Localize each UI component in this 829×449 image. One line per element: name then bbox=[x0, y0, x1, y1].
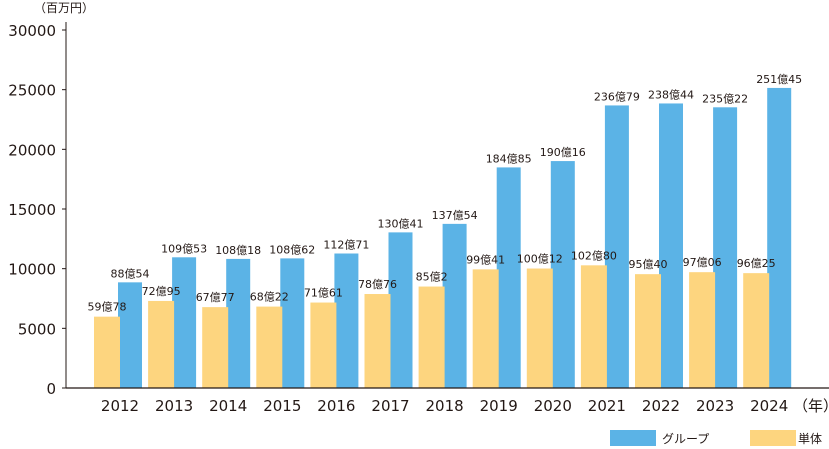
data-label-single-2024: 96億25 bbox=[737, 257, 776, 270]
bar-group-2016 bbox=[334, 253, 359, 388]
x-tick-label: 2015 bbox=[263, 397, 301, 415]
bar-single-2018 bbox=[418, 286, 445, 388]
data-label-single-2018: 85億2 bbox=[416, 271, 448, 284]
x-tick-label: 2022 bbox=[642, 397, 680, 415]
bar-group-2015 bbox=[280, 258, 305, 388]
bar-group-2013 bbox=[172, 257, 197, 388]
data-label-group-2023: 235億22 bbox=[702, 92, 748, 105]
x-tick-label: 2018 bbox=[426, 397, 464, 415]
legend-swatch-group bbox=[610, 430, 656, 446]
data-label-single-2019: 99億41 bbox=[466, 253, 505, 266]
y-tick-label: 5000 bbox=[18, 320, 56, 338]
legend-swatch-single bbox=[750, 430, 796, 446]
y-axis-ticks: 0 5000 10000 15000 20000 25000 30000 bbox=[8, 22, 66, 398]
bar-single-2021 bbox=[580, 265, 607, 388]
data-label-group-2015: 108億62 bbox=[269, 243, 315, 256]
bar-group-2019 bbox=[496, 167, 521, 388]
x-tick-label: 2019 bbox=[480, 397, 518, 415]
data-label-single-2023: 97億06 bbox=[683, 256, 722, 269]
bar-single-2019 bbox=[472, 269, 499, 388]
bar-group-2017 bbox=[388, 232, 413, 388]
x-tick-label: 2012 bbox=[101, 397, 139, 415]
single-series-data-labels: 59億78 72億95 67億77 68億22 71億61 78億76 85億2 99億41 1… bbox=[88, 249, 776, 313]
data-label-single-2013: 72億95 bbox=[142, 285, 181, 298]
bar-group-2012 bbox=[118, 282, 142, 388]
x-tick-label: 2017 bbox=[371, 397, 409, 415]
bar-single-2024 bbox=[743, 273, 770, 388]
bar-group-2020 bbox=[550, 161, 575, 388]
data-label-single-2017: 78億76 bbox=[358, 278, 397, 291]
bar-group-2018 bbox=[442, 223, 467, 388]
data-label-group-2019: 184億85 bbox=[486, 152, 532, 165]
x-tick-label: 2016 bbox=[317, 397, 355, 415]
single-series-bars bbox=[94, 265, 770, 388]
data-label-group-2022: 238億44 bbox=[648, 88, 694, 101]
data-label-group-2012: 88億54 bbox=[111, 267, 150, 280]
data-label-group-2018: 137億54 bbox=[432, 209, 478, 222]
y-tick-label: 30000 bbox=[8, 22, 56, 40]
legend: グループ 単体 bbox=[610, 430, 822, 446]
data-label-single-2012: 59億78 bbox=[88, 301, 127, 314]
data-label-single-2022: 95億40 bbox=[629, 258, 668, 271]
bar-single-2014 bbox=[202, 307, 229, 388]
bar-group-2014 bbox=[226, 258, 251, 388]
bar-single-2016 bbox=[310, 302, 337, 388]
data-label-single-2014: 67億77 bbox=[196, 291, 235, 304]
data-label-group-2017: 130億41 bbox=[378, 217, 424, 230]
x-tick-label: 2024 bbox=[750, 397, 788, 415]
y-tick-label: 25000 bbox=[8, 82, 56, 100]
group-series-data-labels: 88億54 109億53 108億18 108億62 112億71 130億41 137億5… bbox=[111, 73, 803, 280]
data-label-group-2014: 108億18 bbox=[215, 244, 261, 257]
legend-label-group: グループ bbox=[662, 432, 709, 446]
data-label-single-2015: 68億22 bbox=[250, 291, 289, 304]
data-label-group-2021: 236億79 bbox=[594, 90, 640, 103]
data-label-single-2021: 102億80 bbox=[571, 249, 617, 262]
x-tick-label: 2021 bbox=[588, 397, 626, 415]
y-tick-label: 15000 bbox=[8, 201, 56, 219]
bar-group-2021 bbox=[604, 105, 629, 388]
bar-single-2012 bbox=[94, 316, 120, 388]
bar-single-2017 bbox=[364, 294, 391, 388]
x-tick-label: 2020 bbox=[534, 397, 572, 415]
y-tick-label: 0 bbox=[46, 380, 56, 398]
x-tick-label: 2023 bbox=[696, 397, 734, 415]
bar-group-2023 bbox=[713, 107, 738, 388]
data-label-group-2013: 109億53 bbox=[161, 242, 207, 255]
y-tick-label: 10000 bbox=[8, 261, 56, 279]
x-axis-unit-label: （年） bbox=[793, 397, 829, 415]
bar-single-2023 bbox=[689, 272, 716, 388]
y-tick-label: 20000 bbox=[8, 141, 56, 159]
bar-single-2022 bbox=[635, 274, 661, 388]
bar-single-2015 bbox=[256, 306, 283, 388]
data-label-group-2024: 251億45 bbox=[756, 73, 802, 86]
x-tick-label: 2014 bbox=[209, 397, 247, 415]
group-series-bars bbox=[118, 87, 792, 388]
bar-group-2024 bbox=[767, 87, 792, 388]
data-label-group-2016: 112億71 bbox=[323, 238, 369, 251]
data-label-group-2020: 190億16 bbox=[540, 146, 586, 159]
data-label-single-2016: 71億61 bbox=[304, 287, 343, 300]
bar-single-2013 bbox=[148, 300, 175, 388]
x-axis-ticks: 2012 2013 2014 2015 2016 2017 2018 2019 2020 2021… bbox=[101, 397, 788, 415]
axes bbox=[65, 22, 829, 389]
x-tick-label: 2013 bbox=[155, 397, 193, 415]
legend-label-single: 単体 bbox=[798, 432, 822, 446]
bar-single-2020 bbox=[526, 268, 553, 388]
y-axis-unit-label: （百万円） bbox=[34, 1, 94, 15]
bar-group-2022 bbox=[659, 103, 683, 388]
data-label-single-2020: 100億12 bbox=[517, 253, 563, 266]
